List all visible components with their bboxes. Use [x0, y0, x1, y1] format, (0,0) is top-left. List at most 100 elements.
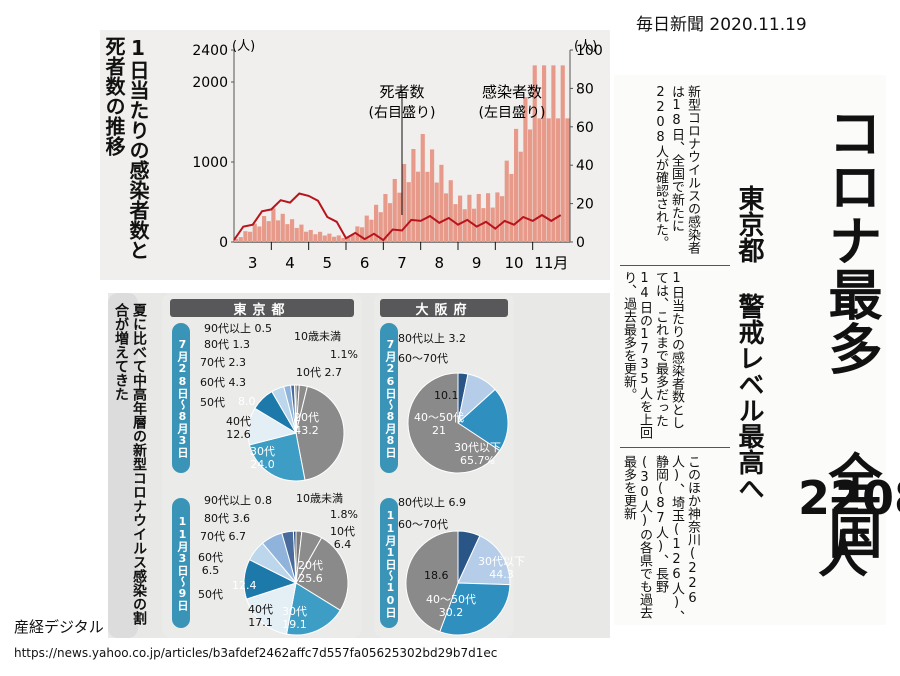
os-v6070: 10.1 [434, 389, 459, 402]
ts-l40: 40代 12.6 [226, 415, 251, 441]
cases-bar [257, 226, 262, 242]
tokyo-autumn-slice [295, 537, 349, 611]
ts-vu10: 1.1% [330, 348, 358, 361]
os-l4050: 40〜50代 21 [414, 411, 464, 437]
ta-l70: 70代 6.7 [200, 530, 246, 543]
pie-charts [243, 372, 511, 636]
oa-v6070: 18.6 [424, 569, 449, 582]
ts-v50: 8.0 [238, 395, 256, 408]
cases-bar [252, 223, 257, 242]
right-tick-label: 80 [576, 81, 594, 97]
cases-bar [318, 231, 323, 242]
osaka-summer-slice [457, 388, 509, 452]
cases-bar [336, 235, 341, 242]
right-tick-label: 100 [576, 43, 603, 59]
cases-bar [276, 220, 281, 242]
osaka-autumn-slice [457, 535, 511, 586]
cases-bar [402, 164, 407, 242]
ts-lu10: 10歳未満 [294, 330, 341, 343]
month-label: 10 [504, 254, 523, 272]
cases-bar [369, 219, 374, 242]
month-label: 5 [323, 254, 333, 272]
cases-bar [565, 118, 570, 242]
cases-bar [444, 193, 449, 242]
cases-bar [388, 203, 393, 242]
article-column-2: 1日当たりの感染者数としては、これまで最多だった14日の1735人を上回り、過去… [621, 271, 684, 439]
cases-bar [346, 237, 351, 242]
cases-bar [528, 129, 533, 242]
osaka-autumn-period: 11月1日〜10日 [380, 498, 398, 628]
cases-bar [313, 234, 318, 242]
osaka-autumn-slice [439, 582, 511, 636]
cases-bar [542, 65, 547, 242]
cases-bar [416, 171, 421, 242]
cases-bar [383, 194, 388, 242]
chart-title: 1日当たりの感染者数と死者数の推移 [102, 36, 150, 260]
ts-l90: 90代以上 0.5 [204, 322, 272, 335]
cases-bar [486, 193, 491, 242]
osaka-autumn-slice [405, 530, 459, 633]
right-tick-label: 40 [576, 158, 594, 174]
cases-bar [500, 196, 505, 242]
cases-sublabel: (左目盛り) [479, 105, 546, 121]
cases-bar [266, 221, 271, 242]
cases-bar [551, 65, 556, 242]
cases-bar [406, 182, 411, 242]
headline-2: 全国 [819, 451, 882, 559]
line-chart-clipping: 1日当たりの感染者数と死者数の推移 0 1000 2000 2400 0 20 40 60 80… [100, 30, 610, 280]
cases-bar [509, 173, 514, 242]
oa-l80: 80代以上 6.9 [398, 496, 466, 509]
cases-bar [280, 213, 285, 242]
cases-bar [332, 236, 337, 242]
ta-vu10: 1.8% [330, 508, 358, 521]
cases-bar [411, 149, 416, 242]
cases-bar [397, 192, 402, 242]
right-tick-label: 0 [576, 235, 585, 251]
cases-bar [425, 171, 430, 242]
month-label: 9 [472, 254, 482, 272]
os-l30: 30代以下 65.7% [454, 441, 501, 467]
column-divider [620, 265, 730, 266]
ta-v50: 12.4 [232, 579, 257, 592]
source-label: 毎日新聞 2020.11.19 [636, 15, 807, 35]
column-divider-2 [620, 447, 730, 448]
oa-l4050: 40〜50代 30.2 [426, 593, 476, 619]
cases-bar [420, 134, 425, 242]
cases-label: 感染者数 [482, 83, 542, 101]
oa-l6070: 60〜70代 [398, 518, 448, 531]
headline-number-block: 2208 人 [798, 471, 900, 585]
ts-l10: 10代 2.7 [296, 366, 342, 379]
osaka-header: 大阪府 [380, 299, 508, 318]
osaka-summer-slice [407, 372, 501, 474]
osaka-summer-period: 7月26日〜8月8日 [380, 323, 398, 473]
ta-l60: 60代 6.5 [198, 551, 223, 577]
cases-bar [290, 219, 295, 242]
cases-bar [294, 227, 299, 242]
cases-bar [546, 118, 551, 242]
cases-bar [304, 231, 309, 242]
line-chart: 0 1000 2000 2400 0 20 40 60 80 100 3 4 5 6 7 8 9 10 11月 死者… [192, 39, 603, 272]
ts-l50: 50代 [200, 396, 225, 409]
month-label: 8 [435, 254, 445, 272]
cases-bar [481, 208, 486, 242]
cases-bar [341, 238, 346, 242]
cases-bar [271, 208, 276, 242]
cases-bar [299, 224, 304, 242]
article-clipping: コロナ最多 全国 2208 人 東京都 警戒レベル最高へ 新型コロナウイルスの感… [614, 75, 900, 625]
cases-bar [392, 179, 397, 242]
tokyo-summer-slice [248, 432, 306, 482]
ts-l20: 20代 43.2 [294, 411, 319, 437]
tokyo-header: 東京都 [170, 299, 354, 318]
deaths-label: 死者数 [379, 83, 424, 101]
tokyo-autumn-period: 11月3日〜9日 [172, 498, 190, 628]
subheadline: 東京都 警戒レベル最高へ [734, 185, 764, 501]
headline-number-unit: 人 [818, 526, 868, 584]
left-tick-label: 1000 [192, 155, 228, 171]
os-l80: 80代以上 3.2 [398, 332, 466, 345]
ts-l80: 80代 1.3 [204, 338, 250, 351]
ts-l70: 70代 2.3 [200, 356, 246, 369]
cases-bar [532, 65, 537, 242]
credit-label: 産経デジタル [14, 618, 104, 636]
cases-bar [378, 212, 383, 242]
ta-lu10: 10歳未満 [296, 492, 343, 505]
